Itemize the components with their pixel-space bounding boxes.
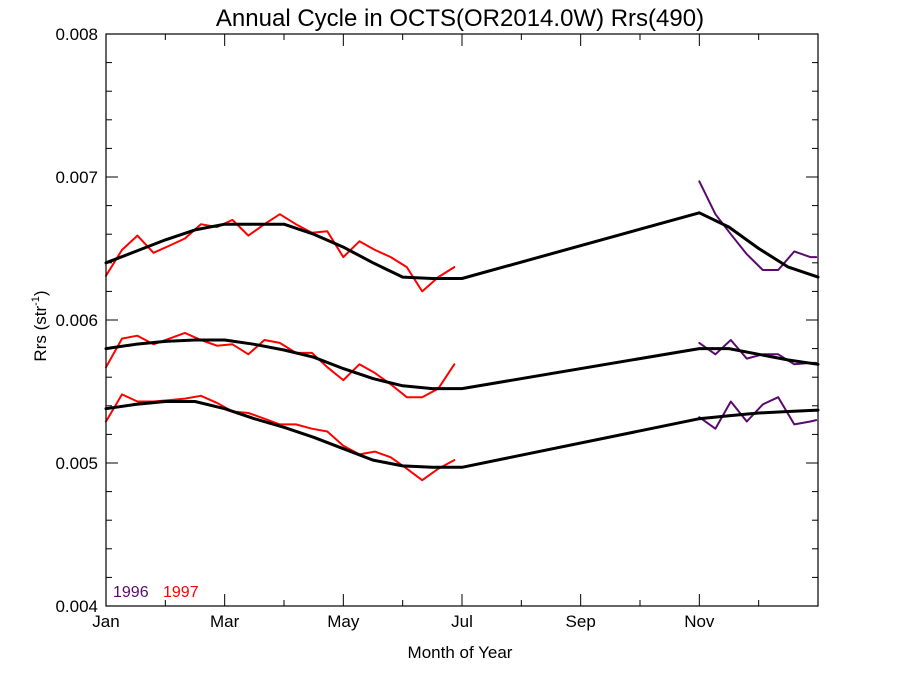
x-tick-label: Sep: [566, 612, 596, 631]
y-axis-label-superscript: -1: [30, 296, 42, 306]
legend-1997: 1997: [163, 584, 199, 601]
y-tick-label: 0.007: [55, 168, 98, 187]
y-tick-label: 0.005: [55, 454, 98, 473]
y-axis-label-main: Rrs (str: [31, 306, 50, 362]
series-lines: [104, 180, 820, 482]
legend-1996: 1996: [113, 584, 149, 601]
series-line-fit-6: [104, 211, 820, 280]
series-line-fit-7: [104, 338, 820, 391]
y-tick-label: 0.004: [55, 597, 98, 616]
x-tick-label: May: [327, 612, 360, 631]
series-line-1996-5: [698, 396, 818, 430]
series-line-fit-8: [104, 400, 820, 469]
legend: 1996 1997: [113, 584, 199, 601]
x-tick-label: Jan: [92, 612, 119, 631]
y-axis-label: Rrs (str-1): [30, 290, 50, 361]
chart-title: Annual Cycle in OCTS(OR2014.0W) Rrs(490): [216, 5, 704, 32]
y-tick-label: 0.006: [55, 311, 98, 330]
x-tick-label: Jul: [451, 612, 473, 631]
series-line-1997-0: [105, 213, 456, 293]
x-axis-label: Month of Year: [408, 643, 513, 662]
y-axis-label-close: ): [31, 290, 50, 296]
plot-frame: [105, 33, 819, 607]
x-tick-label: Nov: [684, 612, 715, 631]
series-line-1996-3: [698, 180, 818, 271]
y-tick-label: 0.008: [55, 25, 98, 44]
x-tick-label: Mar: [210, 612, 240, 631]
tick-labels: Jan Mar May Jul Sep Nov 0.004 0.005 0.006 0.007 0.…: [55, 25, 714, 631]
